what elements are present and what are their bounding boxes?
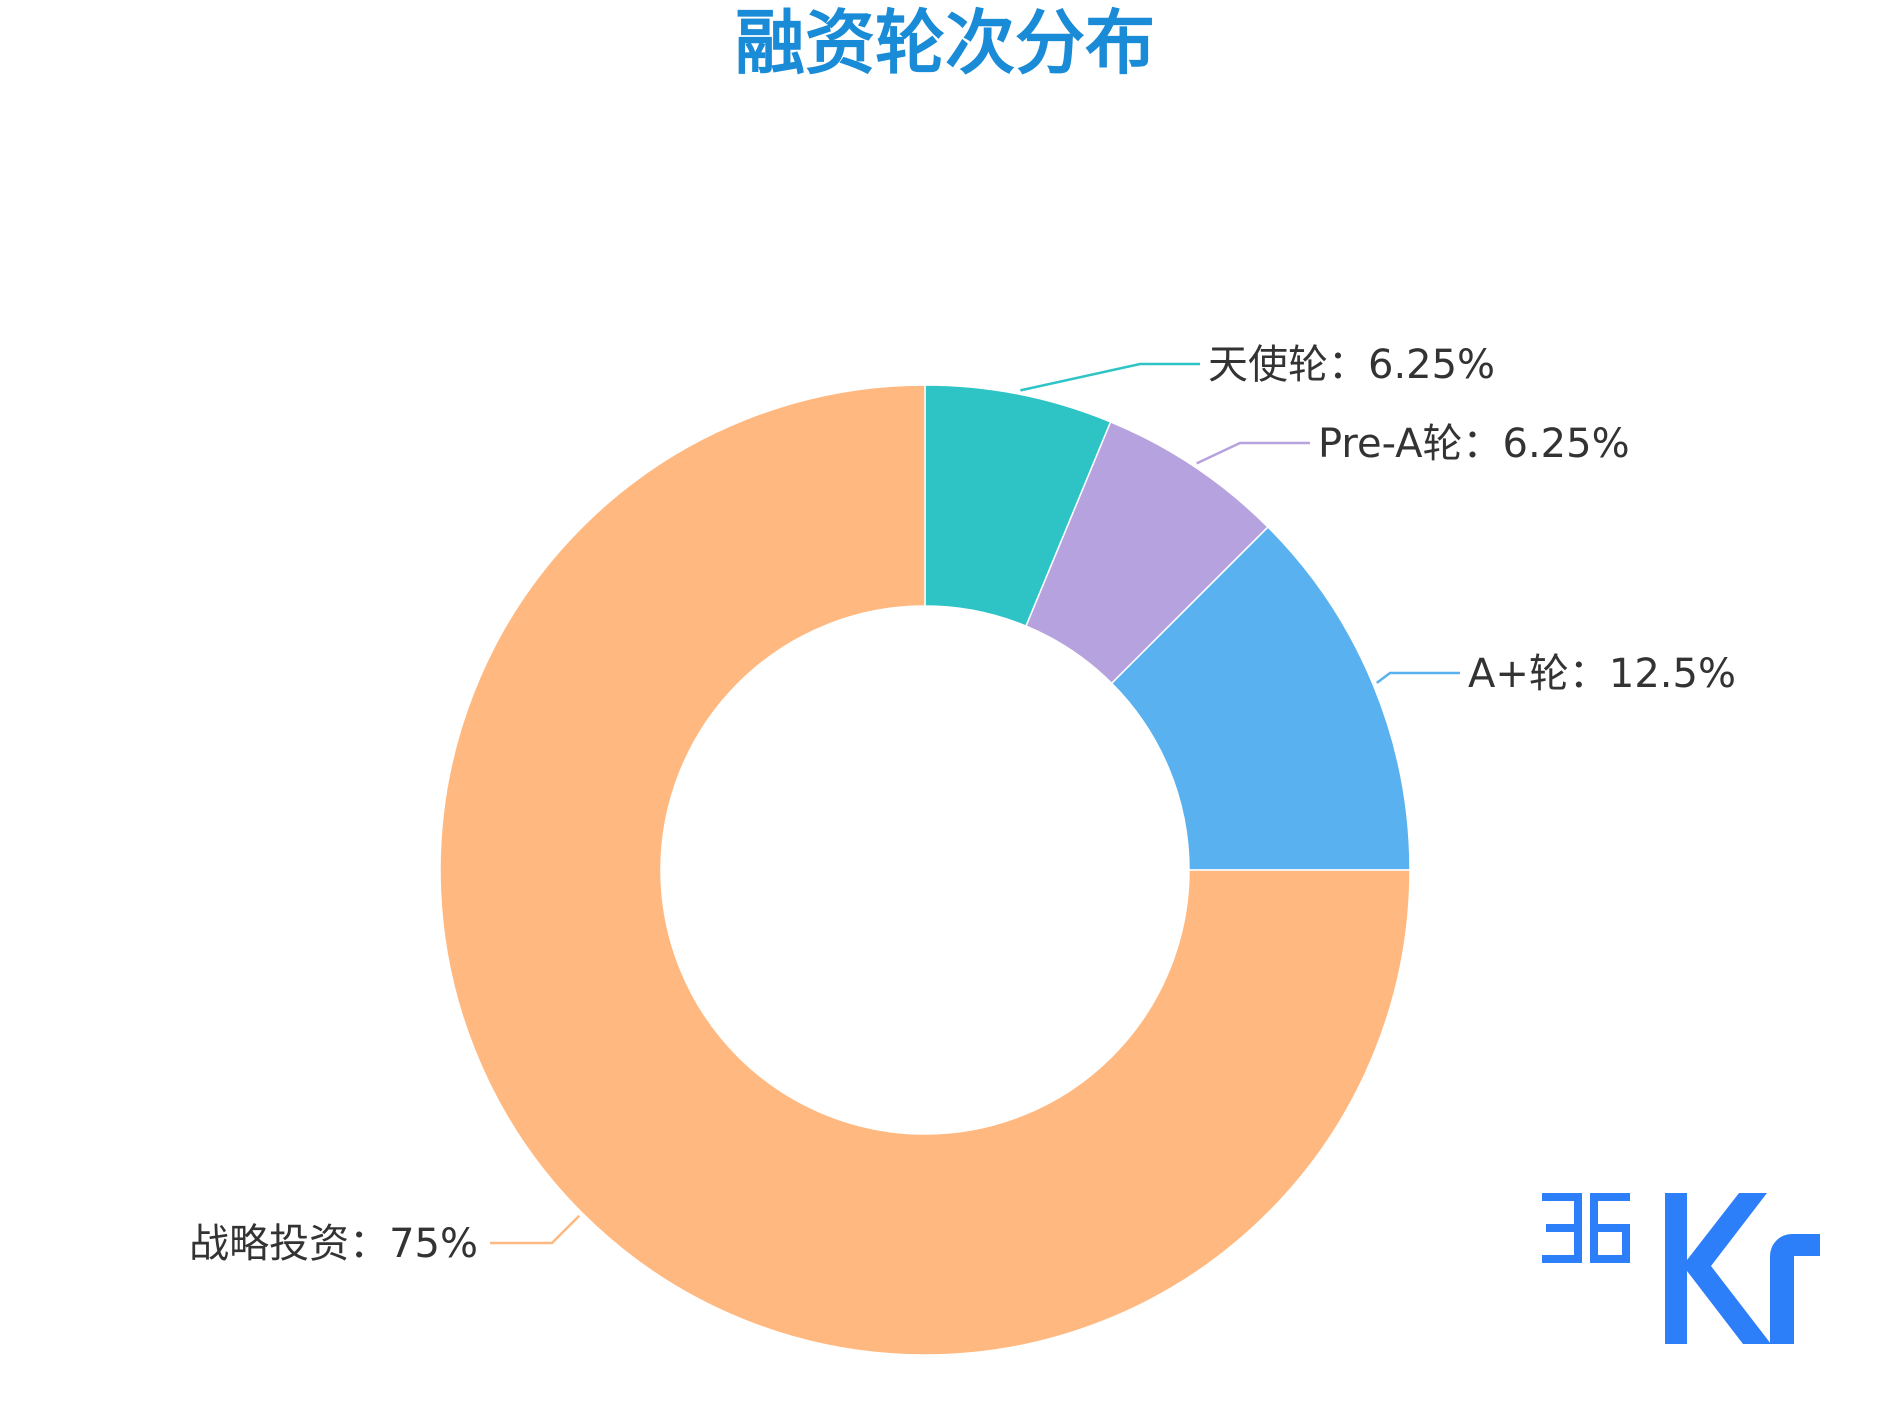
logo-k-glyph: [1665, 1193, 1771, 1344]
slice-label-4: 战略投资：75%: [189, 1221, 478, 1267]
slice-3[interactable]: [1110, 525, 1411, 871]
labels-group: 天使轮：6.25% Pre-A轮：6.25% A+轮：12.5% 战略投资：75%: [189, 342, 1736, 1267]
slices-group: [439, 384, 1411, 1356]
leader-line-4: [490, 1214, 581, 1245]
slice-label-1: 天使轮：6.25%: [1208, 342, 1495, 388]
slice-4[interactable]: [439, 384, 1411, 1356]
leader-line-1: [1020, 362, 1200, 392]
leader-line-2: [1196, 441, 1310, 465]
slice-label-3: A+轮：12.5%: [1468, 651, 1736, 697]
logo-6-glyph: [1590, 1193, 1630, 1263]
brand-logo: [1542, 1193, 1820, 1344]
logo-3-glyph: [1542, 1193, 1582, 1263]
chart-title: 融资轮次分布: [735, 2, 1155, 84]
slice-label-2: Pre-A轮：6.25%: [1318, 421, 1630, 467]
leader-line-3: [1376, 671, 1460, 684]
logo-r-glyph: [1770, 1234, 1820, 1344]
leader-lines-group: [490, 362, 1460, 1245]
